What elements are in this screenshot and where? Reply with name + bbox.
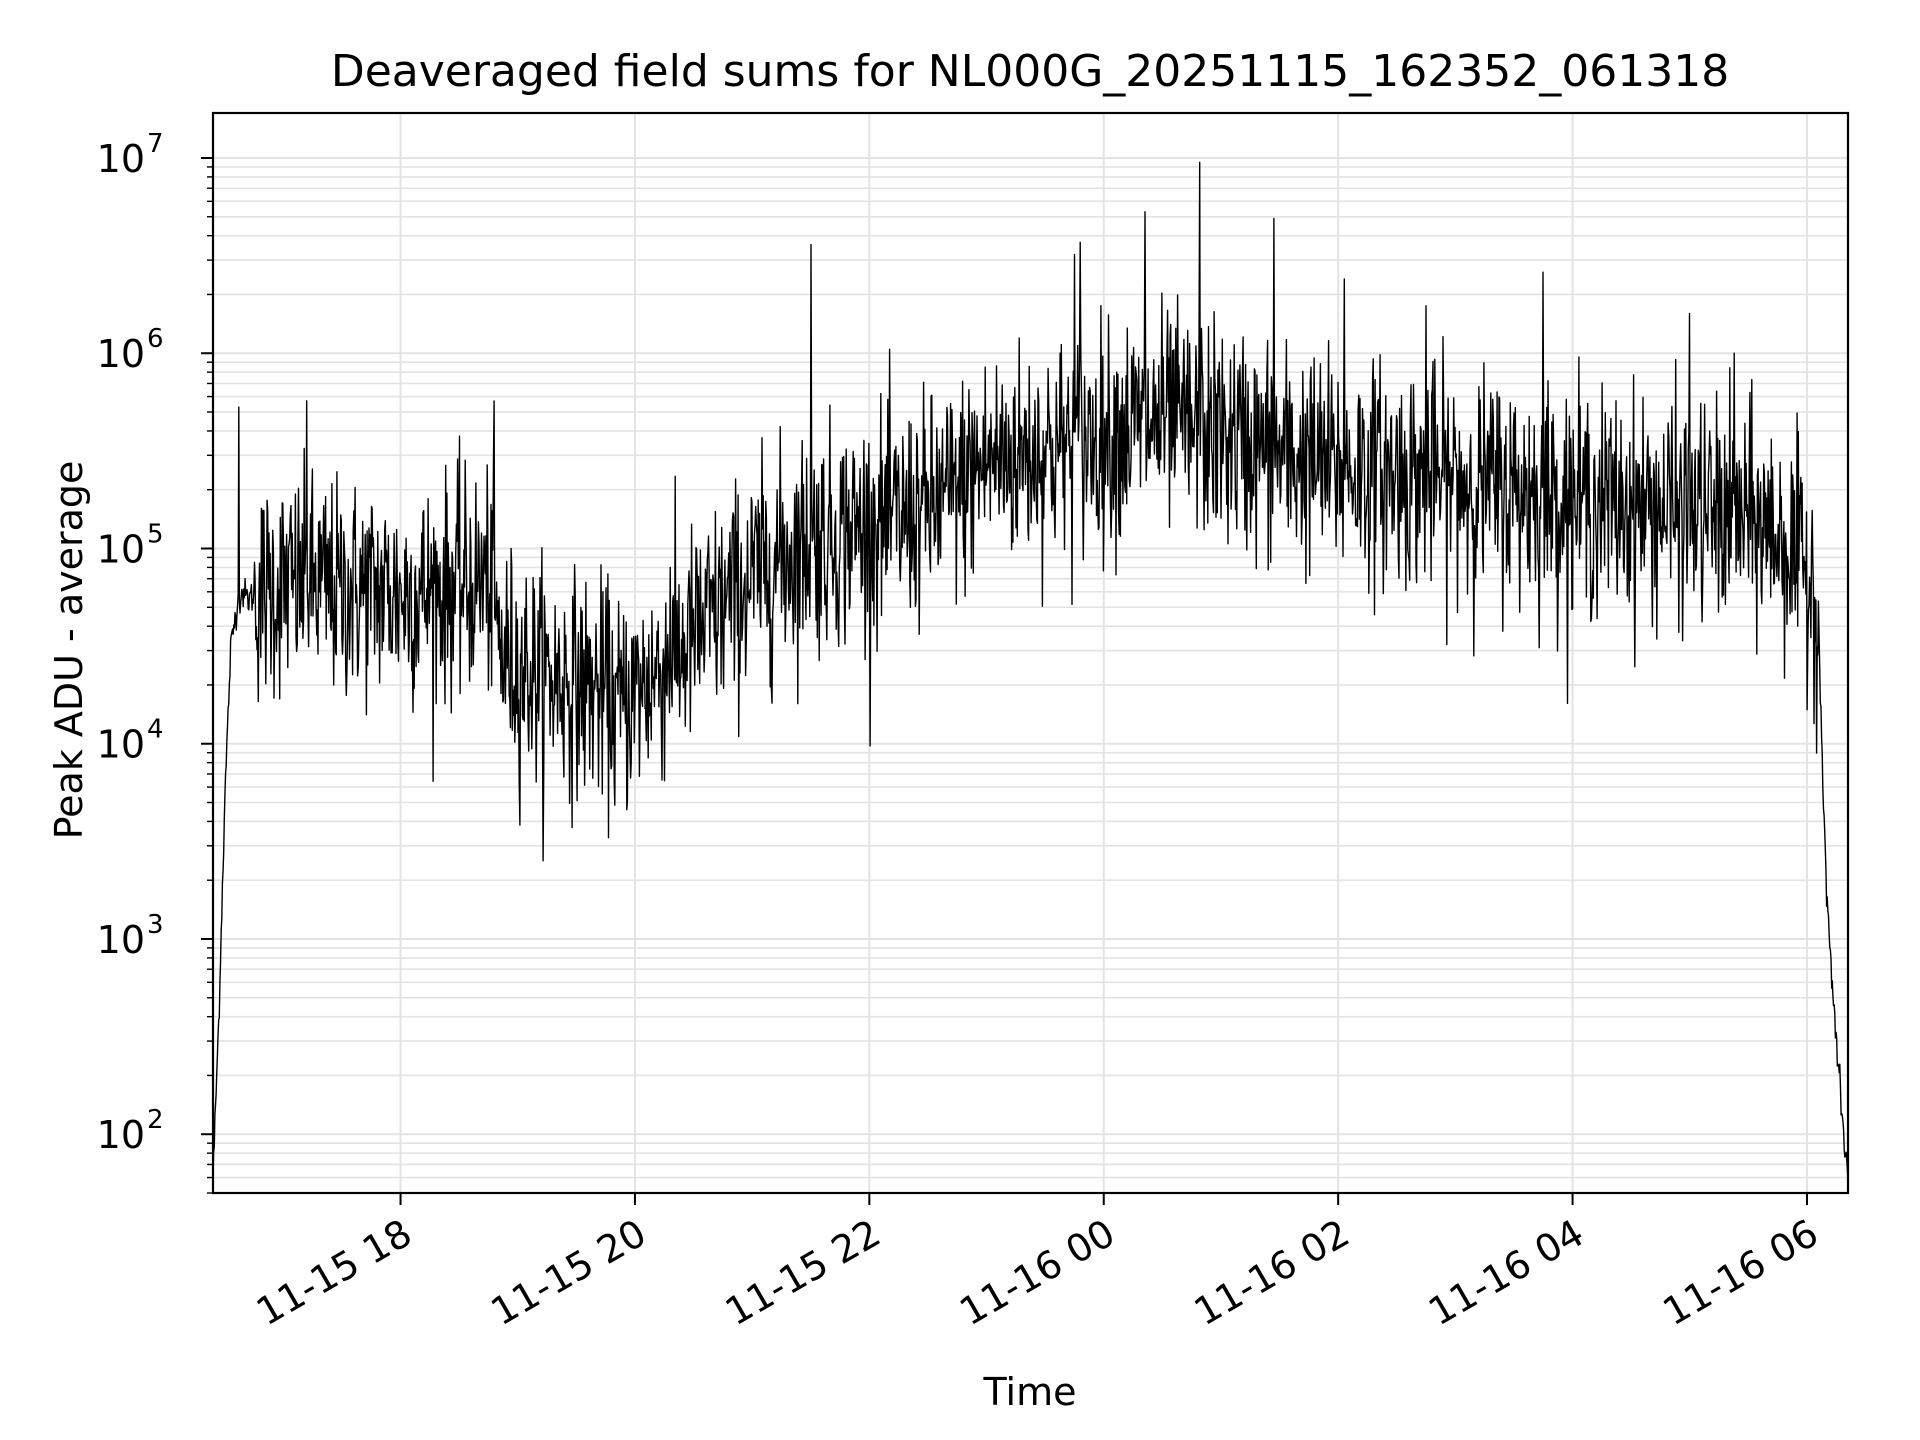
y-tick-label: 10 <box>97 918 145 962</box>
y-tick-label: 10 <box>97 1113 145 1157</box>
y-tick-exponent: 2 <box>147 1105 164 1135</box>
y-tick-label: 10 <box>97 527 145 571</box>
y-tick-label: 10 <box>97 137 145 181</box>
chart-title: Deaveraged field sums for NL000G_2025111… <box>331 46 1729 97</box>
y-tick-label: 10 <box>97 332 145 376</box>
y-axis-label: Peak ADU - average <box>47 461 91 840</box>
y-tick-exponent: 3 <box>147 910 164 940</box>
series-line <box>212 161 1849 1181</box>
x-axis-label: Time <box>983 1370 1077 1414</box>
plot-frame <box>211 111 1850 1195</box>
minor-gridlines <box>213 166 1848 1194</box>
series-layer <box>212 161 1849 1181</box>
y-tick-exponent: 7 <box>147 129 164 159</box>
y-tick-exponent: 6 <box>147 324 164 354</box>
y-tick-exponent: 5 <box>147 519 164 549</box>
y-tick-label: 10 <box>97 723 145 767</box>
y-tick-exponent: 4 <box>147 715 164 745</box>
